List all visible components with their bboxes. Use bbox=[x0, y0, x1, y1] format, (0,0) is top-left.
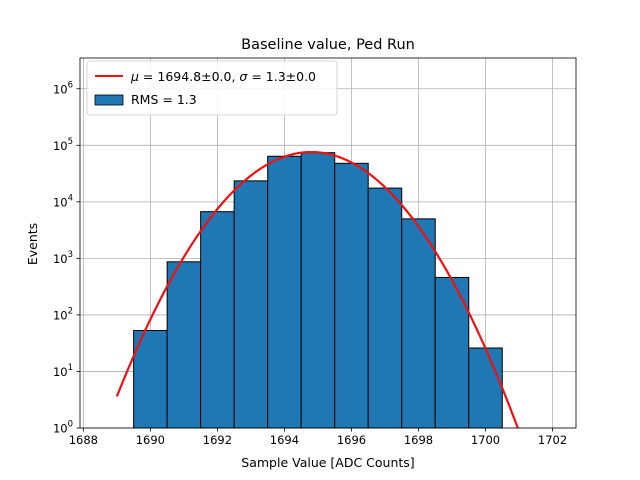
y-tick-label: 100 bbox=[53, 420, 73, 436]
histogram-bar bbox=[200, 211, 235, 429]
x-tick-label: 1694 bbox=[270, 433, 299, 447]
y-tick-label: 102 bbox=[53, 306, 73, 322]
y-tick-label: 101 bbox=[53, 363, 73, 379]
x-tick-label: 1696 bbox=[337, 433, 366, 447]
legend-sigma-value: = 1.3±0.0 bbox=[247, 69, 316, 84]
histogram-bar bbox=[334, 162, 369, 429]
axis-ticks: 1688 1690 1692 1694 1696 1698 1700 1702 100 101 10… bbox=[53, 80, 567, 447]
histogram-bar bbox=[401, 218, 436, 429]
chart-title: Baseline value, Ped Run bbox=[241, 37, 415, 53]
histogram-bars bbox=[133, 152, 503, 429]
legend-box bbox=[86, 60, 338, 116]
legend-histogram-label: RMS = 1.3 bbox=[131, 92, 197, 107]
y-axis-label: Events bbox=[25, 223, 40, 265]
y-tick-label: 105 bbox=[53, 137, 73, 153]
gaussian-fit-curve bbox=[115, 150, 520, 428]
y-tick-label: 106 bbox=[53, 80, 73, 96]
x-axis-label: Sample Value [ADC Counts] bbox=[241, 455, 414, 470]
legend-mu-value: = 1694.8±0.0, bbox=[139, 69, 239, 84]
fit-curve-layer bbox=[115, 150, 520, 428]
histogram-bar bbox=[233, 180, 269, 429]
histogram-bar bbox=[367, 187, 403, 429]
legend-mu-symbol: μ bbox=[130, 69, 139, 84]
legend-fit-label: μ = 1694.8±0.0, σ = 1.3±0.0 bbox=[130, 69, 316, 84]
histogram-bar bbox=[300, 152, 336, 429]
histogram-bar bbox=[267, 155, 302, 429]
plot-frame bbox=[79, 57, 577, 429]
x-tick-label: 1688 bbox=[69, 433, 98, 447]
x-tick-label: 1692 bbox=[203, 433, 232, 447]
x-tick-label: 1702 bbox=[538, 433, 567, 447]
histogram-bar bbox=[468, 347, 503, 429]
x-tick-label: 1698 bbox=[404, 433, 433, 447]
legend: μ = 1694.8±0.0, σ = 1.3±0.0 RMS = 1.3 bbox=[86, 60, 338, 116]
y-tick-label: 103 bbox=[53, 250, 73, 266]
x-tick-label: 1700 bbox=[471, 433, 500, 447]
x-tick-label: 1690 bbox=[136, 433, 165, 447]
y-tick-label: 104 bbox=[53, 193, 73, 209]
legend-histogram-swatch bbox=[94, 94, 124, 106]
legend-sigma-symbol: σ bbox=[239, 69, 248, 84]
histogram-bar bbox=[166, 261, 202, 429]
